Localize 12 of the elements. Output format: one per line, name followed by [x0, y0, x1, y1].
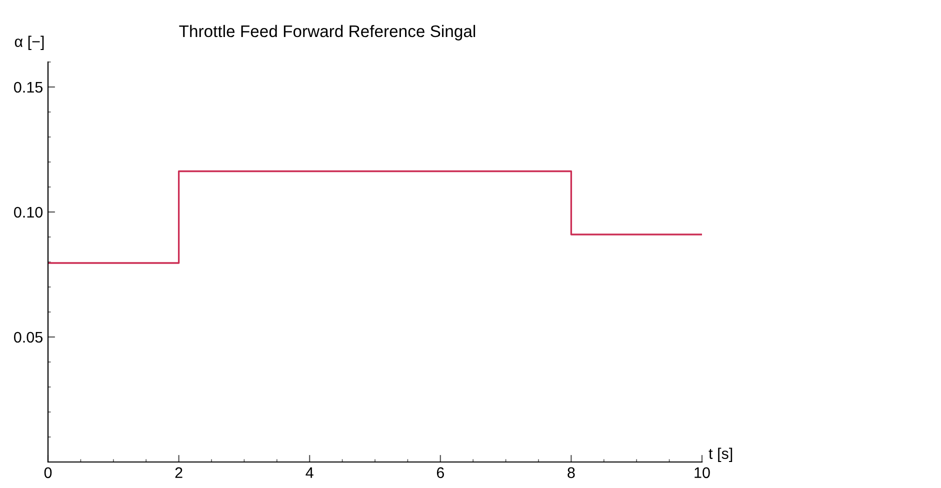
x-tick-label: 6	[436, 467, 444, 478]
x-tick-label: 8	[568, 467, 575, 478]
y-tick-label: 0.05	[14, 332, 42, 343]
y-tick-label: 0.15	[14, 82, 42, 93]
x-tick-label: 2	[175, 467, 182, 478]
x-axis-title: t [s]	[708, 448, 732, 462]
chart-title: Throttle Feed Forward Reference Singal	[179, 24, 476, 40]
x-tick-label: 0	[44, 467, 52, 478]
y-tick-label: 0.10	[14, 206, 43, 218]
y-axis-title: α [−]	[14, 36, 44, 50]
x-tick-label: 10	[694, 467, 710, 478]
x-tick-label: 4	[306, 467, 314, 478]
